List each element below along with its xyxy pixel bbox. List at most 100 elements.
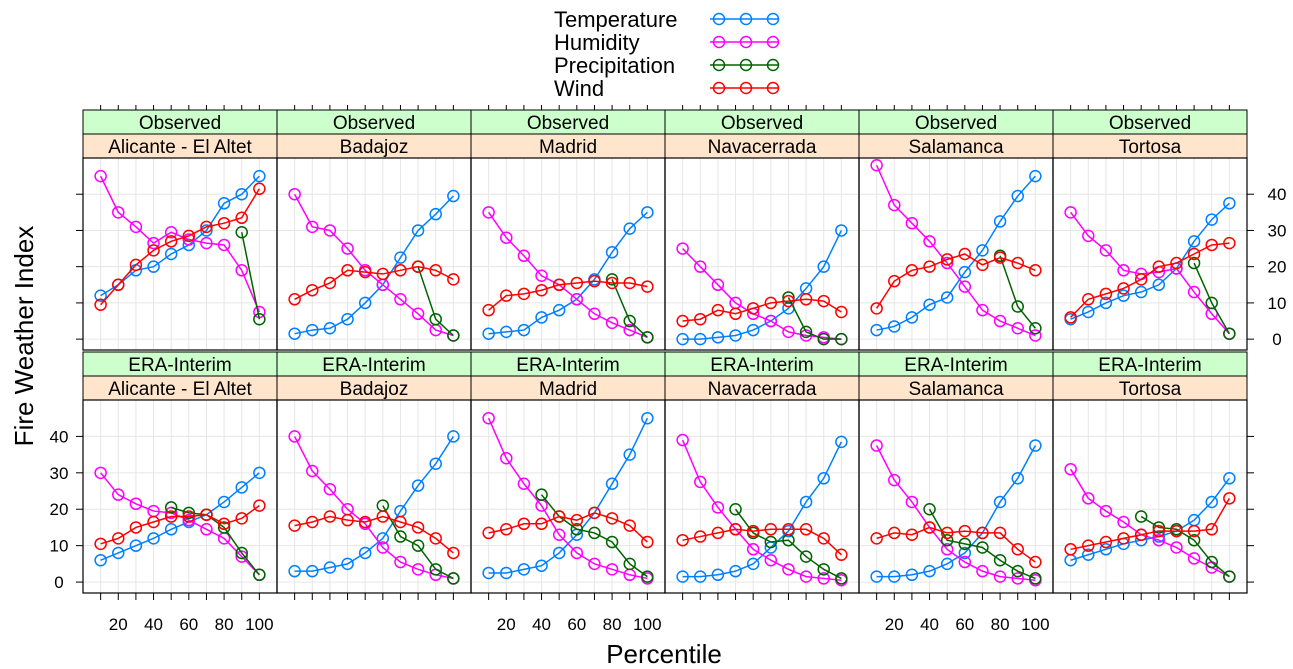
point-wind — [940, 526, 954, 540]
series-line-humidity — [487, 417, 648, 580]
point-humidity — [711, 278, 725, 292]
point-temperature — [394, 251, 407, 264]
strip-dataset-era-interim-salamanca — [858, 351, 1054, 377]
y-axis-label: Fire Weather Index — [9, 226, 39, 447]
point-wind — [817, 294, 830, 308]
point-humidity — [676, 242, 689, 255]
point-wind — [817, 532, 830, 545]
point-humidity — [1082, 492, 1095, 505]
point-humidity — [164, 226, 178, 239]
point-wind — [482, 526, 495, 540]
legend-marker-precipitation-2 — [766, 58, 780, 72]
point-wind — [799, 293, 813, 306]
point-temperature — [958, 546, 972, 560]
point-temperature — [746, 557, 760, 571]
point-wind — [429, 532, 442, 545]
point-wind — [535, 283, 548, 297]
point-humidity — [306, 220, 319, 234]
series-line-precipitation — [734, 508, 842, 580]
point-precipitation — [1011, 564, 1024, 578]
strip-station-observed-salamanca — [858, 133, 1054, 159]
point-wind — [217, 216, 231, 230]
point-wind — [1117, 282, 1130, 295]
point-wind — [976, 258, 989, 272]
point-temperature — [605, 245, 619, 259]
x-tick-label: 20 — [109, 615, 128, 634]
point-wind — [94, 537, 107, 551]
point-precipitation — [782, 291, 795, 304]
point-humidity — [235, 550, 248, 563]
series-line-temperature — [876, 175, 1036, 331]
point-wind — [447, 273, 460, 286]
point-temperature — [729, 564, 742, 578]
strip-station-label: Navacerrada — [708, 379, 817, 400]
point-temperature — [94, 289, 107, 302]
panel-border — [858, 157, 1054, 351]
series-line-precipitation — [382, 505, 454, 580]
panel-observed-madrid: Observed Madrid — [470, 109, 666, 351]
point-precipitation — [958, 537, 972, 551]
point-wind — [1029, 555, 1042, 569]
point-wind — [376, 510, 390, 523]
strip-dataset-label: ERA-Interim — [904, 355, 1007, 376]
series-line-precipitation — [611, 279, 648, 338]
point-temperature — [976, 244, 989, 257]
point-wind — [394, 264, 407, 277]
legend-marker-precipitation-0 — [712, 58, 726, 72]
point-precipitation — [799, 550, 813, 563]
point-humidity — [1170, 541, 1183, 554]
point-wind — [694, 530, 707, 543]
point-temperature — [164, 523, 178, 536]
point-temperature — [482, 566, 495, 580]
point-wind — [676, 314, 689, 328]
point-humidity — [694, 475, 707, 489]
point-temperature — [129, 539, 143, 552]
point-humidity — [993, 570, 1007, 583]
strip-dataset-era-interim-alicante-el-altet — [82, 351, 278, 377]
point-humidity — [394, 555, 407, 569]
point-precipitation — [588, 526, 601, 540]
point-wind — [588, 506, 601, 520]
y-tick-label-right: 40 — [1268, 185, 1287, 204]
point-humidity — [182, 233, 196, 246]
series-line-temperature — [1070, 477, 1230, 561]
point-precipitation — [164, 501, 178, 514]
strip-station-label: Salamanca — [908, 137, 1003, 158]
x-tick-label: 60 — [955, 615, 974, 634]
point-wind — [341, 264, 354, 277]
strip-dataset-label: Observed — [333, 113, 415, 134]
point-humidity — [940, 256, 954, 270]
point-wind — [376, 267, 390, 281]
strip-station-label: Alicante - El Altet — [108, 379, 252, 400]
strip-station-label: Navacerrada — [708, 137, 817, 158]
point-humidity — [605, 316, 619, 330]
strip-station-observed-madrid — [470, 133, 666, 159]
point-wind — [958, 524, 972, 538]
legend-marker-precipitation-1 — [739, 58, 753, 72]
point-humidity — [976, 303, 989, 317]
strip-dataset-era-interim-tortosa — [1052, 351, 1248, 377]
point-temperature — [905, 568, 919, 582]
strip-dataset-label: Observed — [1109, 113, 1191, 134]
series-line-temperature — [488, 417, 649, 574]
strip-station-era-interim-badajoz — [276, 375, 472, 401]
point-wind — [482, 303, 495, 317]
point-temperature — [711, 568, 725, 582]
point-wind — [429, 264, 442, 277]
panel-observed-alicante-el-altet: Observed Alicante - El Altet — [82, 109, 278, 351]
point-temperature — [799, 495, 813, 509]
point-wind — [200, 508, 213, 521]
point-wind — [870, 302, 883, 315]
point-humidity — [1099, 504, 1113, 518]
point-wind — [1205, 238, 1218, 252]
point-precipitation — [623, 314, 636, 328]
point-humidity — [976, 564, 989, 578]
legend-marker-humidity-1 — [739, 35, 753, 49]
point-temperature — [1223, 197, 1236, 210]
point-temperature — [253, 169, 266, 183]
point-humidity — [993, 314, 1007, 328]
point-humidity — [129, 220, 143, 234]
strip-dataset-label: Observed — [527, 113, 609, 134]
point-temperature — [411, 224, 425, 237]
series-line-precipitation — [787, 297, 842, 340]
